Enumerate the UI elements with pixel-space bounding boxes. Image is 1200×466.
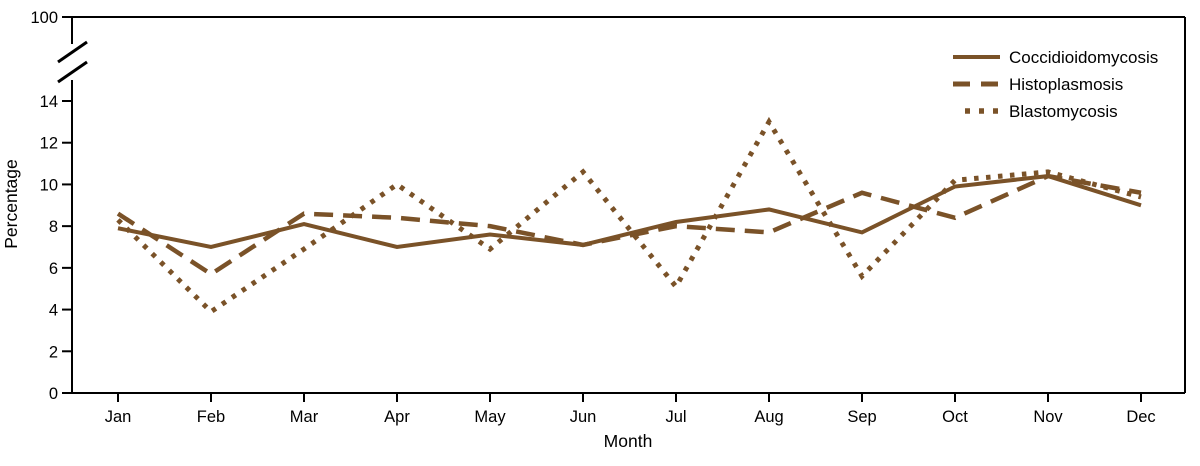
x-tick-label: Mar [290, 408, 319, 426]
y-tick-label-100: 100 [30, 9, 58, 27]
x-tick-label: Sep [847, 408, 876, 426]
legend-item-histoplasmosis: Histoplasmosis [953, 75, 1123, 94]
x-axis-ticks: Jan Feb Mar Apr May Jun Jul Aug Sep Oct Nov Dec [105, 393, 1156, 426]
legend-label-histoplasmosis: Histoplasmosis [1009, 75, 1123, 94]
axis-break-slash-bottom [57, 60, 88, 84]
x-axis-title: Month [604, 431, 653, 451]
x-tick-label: Jul [665, 408, 686, 426]
x-tick-label: May [474, 408, 506, 426]
series-line-blastomycosis [116, 116, 1142, 315]
axis-break-slash-top [57, 40, 88, 64]
y-tick-label: 6 [49, 260, 58, 278]
plot-frame [57, 16, 1186, 394]
y-axis-title: Percentage [1, 159, 21, 249]
legend-label-blastomycosis: Blastomycosis [1009, 102, 1118, 121]
y-tick-label: 14 [40, 93, 58, 111]
legend-item-coccidioidomycosis: Coccidioidomycosis [953, 48, 1158, 67]
x-tick-label: Jun [570, 408, 597, 426]
y-axis-ticks: 0 2 4 6 8 10 12 14 [40, 93, 72, 403]
legend-label-coccidioidomycosis: Coccidioidomycosis [1009, 48, 1158, 67]
legend: Coccidioidomycosis Histoplasmosis Blasto… [953, 48, 1158, 121]
y-tick-label: 8 [49, 218, 58, 236]
y-tick-label: 4 [49, 302, 58, 320]
legend-item-blastomycosis: Blastomycosis [965, 102, 1118, 121]
x-tick-label: Dec [1126, 408, 1155, 426]
y-tick-label: 0 [49, 385, 58, 403]
y-tick-label: 12 [40, 135, 58, 153]
x-tick-label: Aug [754, 408, 783, 426]
x-tick-label: Nov [1033, 408, 1063, 426]
series-lines [116, 116, 1142, 315]
x-tick-label: Jan [105, 408, 132, 426]
x-tick-label: Feb [197, 408, 225, 426]
x-tick-label: Apr [384, 408, 410, 426]
y-tick-label: 10 [40, 176, 58, 194]
series-line-histoplasmosis [116, 173, 1142, 277]
y-tick-label: 2 [49, 343, 58, 361]
x-tick-label: Oct [942, 408, 968, 426]
